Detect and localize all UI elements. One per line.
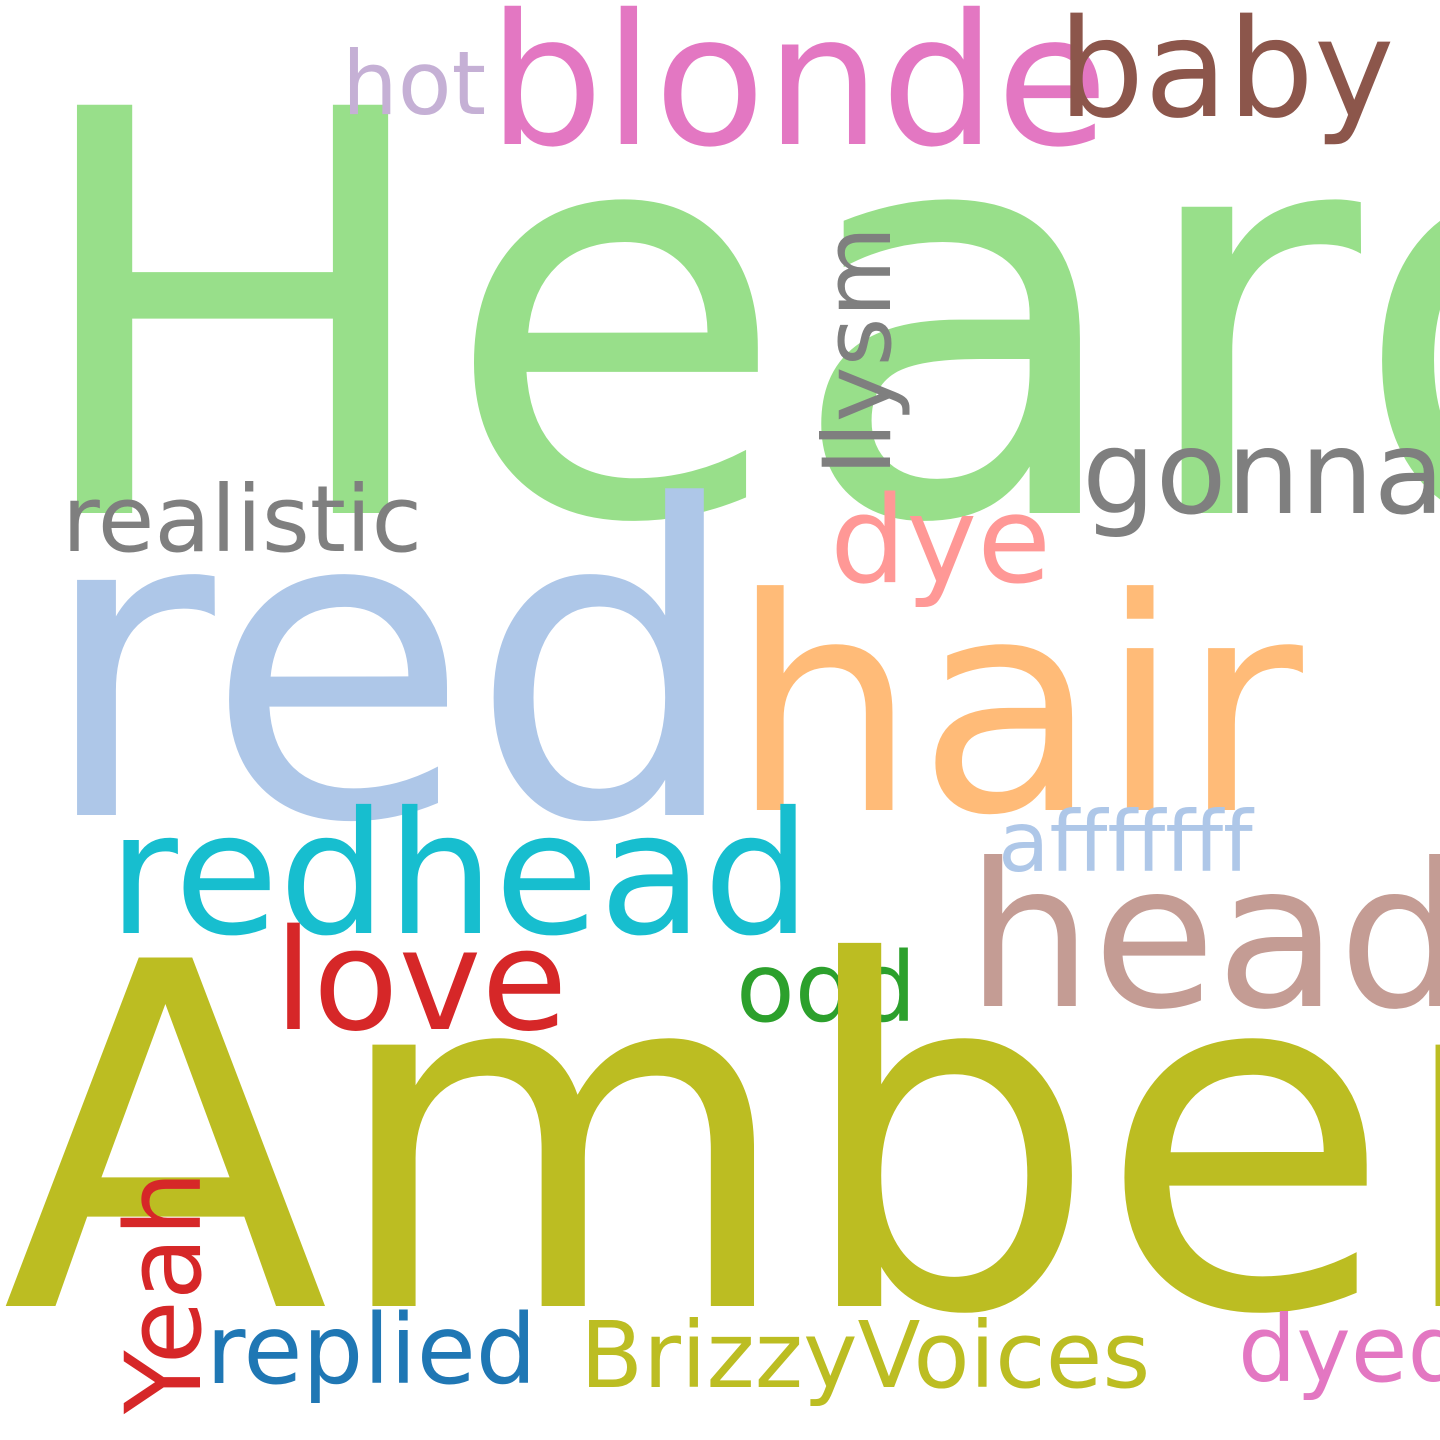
word-affffff: afffffff [998, 793, 1253, 891]
word-amber: Amber [2, 862, 1440, 1419]
word-red: red [38, 417, 743, 917]
word-love: love [274, 900, 568, 1063]
word-realistic: realistic [62, 466, 423, 573]
word-brizzyvoices: BrizzyVoices [580, 1302, 1151, 1409]
word-blonde: blonde [488, 0, 1109, 187]
word-head: head [966, 821, 1440, 1054]
word-hot: hot [342, 32, 487, 135]
word-hair: hair [730, 535, 1303, 880]
word-baby: baby [1058, 0, 1395, 149]
word-dye: dye [830, 472, 1052, 611]
word-ilysm: Ilysm [804, 225, 913, 476]
word-dyed: dyed [1238, 1296, 1440, 1403]
word-replied: replied [206, 1294, 537, 1406]
word-yeah: Yeah [103, 1170, 225, 1414]
word-heard: Heard [22, 0, 1440, 646]
word-redhead: redhead [108, 776, 812, 974]
word-gonna: gonna [1082, 406, 1440, 541]
word-odd: odd [736, 932, 917, 1044]
